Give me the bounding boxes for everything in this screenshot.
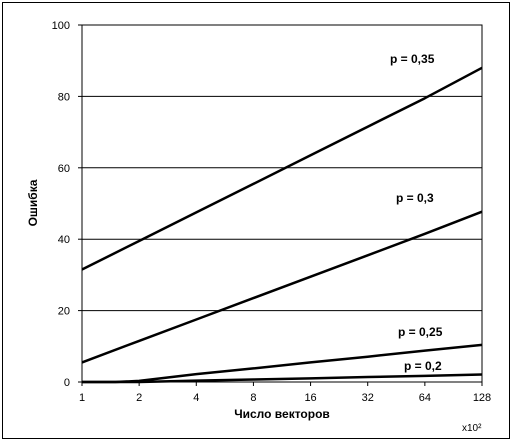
y-tick-label: 20 xyxy=(58,306,70,318)
x-tick-labels: 1 2 4 8 16 32 64 128 xyxy=(79,382,491,404)
x-axis-unit: x10² xyxy=(462,423,482,434)
x-tick-label: 128 xyxy=(473,392,491,404)
series-line xyxy=(81,210,483,364)
x-tick-label: 4 xyxy=(193,392,199,404)
x-tick-label: 64 xyxy=(419,392,431,404)
series-labels: p = 0,35 p = 0,3 p = 0,25 p = 0,2 xyxy=(390,52,443,373)
y-tick-label: 100 xyxy=(52,20,70,32)
plot-area xyxy=(81,24,483,383)
series-line xyxy=(82,373,483,384)
y-tick-label: 80 xyxy=(58,91,70,103)
y-tick-label: 60 xyxy=(58,163,70,175)
series-line xyxy=(81,66,483,271)
x-tick-label: 8 xyxy=(250,392,256,404)
y-tick-labels: 0 20 40 60 80 100 xyxy=(52,20,82,389)
series-label: p = 0,35 xyxy=(390,52,435,66)
x-tick-label: 32 xyxy=(362,392,374,404)
x-tick-label: 16 xyxy=(304,392,316,404)
chart-frame xyxy=(2,2,510,439)
series-label: p = 0,2 xyxy=(404,359,442,373)
y-axis-title: Ошибка xyxy=(26,179,40,226)
y-tick-label: 0 xyxy=(64,377,70,389)
x-tick-label: 1 xyxy=(79,392,85,404)
series-lines xyxy=(81,66,483,384)
x-axis-title: Число векторов xyxy=(234,407,330,421)
gridlines xyxy=(82,95,482,312)
y-tick-label: 40 xyxy=(58,234,70,246)
series-label: p = 0,3 xyxy=(396,191,434,205)
x-tick-label: 2 xyxy=(136,392,142,404)
series-label: p = 0,25 xyxy=(398,325,443,339)
